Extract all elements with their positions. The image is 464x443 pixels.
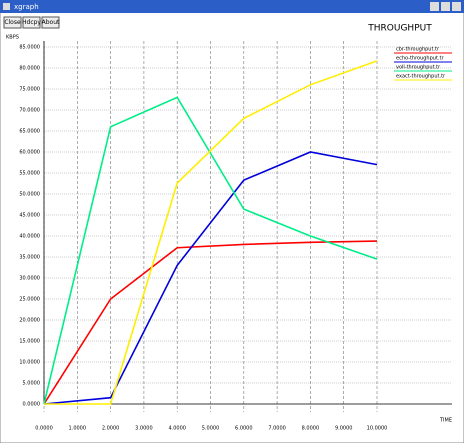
- y-tick-label: 25.0000: [19, 297, 40, 303]
- y-axis-label: KBPS: [6, 35, 19, 41]
- y-tick-label: 65.0000: [19, 129, 40, 135]
- series-line: [44, 60, 378, 405]
- toolbar-button[interactable]: [22, 16, 41, 29]
- y-tick-label: 40.0000: [19, 234, 40, 240]
- maximize-button[interactable]: [441, 2, 450, 11]
- y-tick-label: 5.0000: [23, 381, 41, 387]
- x-tick-label: 4.0000: [168, 426, 186, 432]
- x-tick-label: 0.0000: [35, 426, 53, 432]
- x-tick-label: 5.0000: [202, 426, 220, 432]
- window-title: xgraph: [14, 3, 39, 11]
- x-axis-label: TIME: [439, 418, 452, 424]
- y-tick-label: 55.0000: [19, 171, 40, 177]
- series-line: [43, 96, 378, 405]
- x-tick-label: 7.0000: [268, 426, 286, 432]
- x-tick-label: 1.0000: [69, 426, 87, 432]
- y-tick-label: 75.0000: [19, 87, 40, 93]
- series-line: [43, 240, 378, 405]
- x-tick-label: 10.0000: [367, 426, 388, 432]
- toolbar-button-label: About: [42, 19, 60, 26]
- legend-label: voll-throughput.tr: [396, 65, 441, 71]
- legend-label: cbr-throughput.tr: [396, 47, 440, 53]
- x-tick-label: 8.0000: [302, 426, 320, 432]
- legend-label: echo-throughput.tr: [396, 56, 444, 62]
- y-tick-label: 20.0000: [19, 318, 40, 324]
- legend-label: exact-throughput.tr: [396, 74, 446, 80]
- x-tick-label: 6.0000: [235, 426, 253, 432]
- chart-title: THROUGHPUT: [367, 24, 432, 34]
- x-tick-label: 3.0000: [135, 426, 153, 432]
- y-tick-label: 50.0000: [19, 192, 40, 198]
- x-tick-label: 2.0000: [102, 426, 120, 432]
- x-tick-label: 9.0000: [335, 426, 353, 432]
- toolbar-button-label: Hdcpy: [22, 19, 41, 26]
- close-window-button[interactable]: [452, 2, 461, 11]
- y-tick-label: 15.0000: [19, 339, 40, 345]
- y-tick-label: 10.0000: [19, 360, 40, 366]
- y-tick-label: 35.0000: [19, 255, 40, 261]
- y-tick-label: 45.0000: [19, 213, 40, 219]
- y-tick-label: 60.0000: [19, 150, 40, 156]
- y-tick-label: 0.0000: [23, 402, 41, 408]
- toolbar-button-label: Close: [4, 19, 21, 26]
- y-tick-label: 85.0000: [19, 45, 40, 51]
- y-tick-label: 70.0000: [19, 108, 40, 114]
- minimize-button[interactable]: [430, 2, 439, 11]
- y-tick-label: 80.0000: [19, 66, 40, 72]
- toolbar-button[interactable]: [3, 16, 22, 29]
- title-bar: [0, 0, 464, 13]
- series-line: [43, 151, 378, 405]
- window-menu[interactable]: [3, 3, 10, 10]
- toolbar-button[interactable]: [41, 16, 60, 29]
- y-tick-label: 30.0000: [19, 276, 40, 282]
